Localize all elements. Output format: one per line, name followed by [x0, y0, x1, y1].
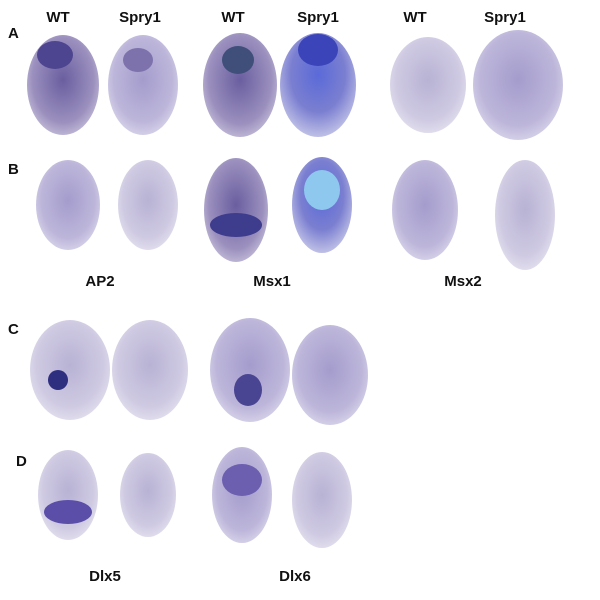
embryo-stain — [304, 170, 340, 210]
embryo — [392, 160, 458, 260]
column-label: Spry1 — [297, 9, 339, 26]
panel-label: D — [16, 453, 27, 470]
embryo — [36, 160, 100, 250]
panel-label: C — [8, 321, 19, 338]
embryo — [495, 160, 555, 270]
embryo-stain — [222, 464, 262, 496]
embryo — [112, 320, 188, 420]
embryo — [210, 318, 290, 422]
embryo-stain — [210, 213, 262, 237]
embryo-row-c — [30, 318, 368, 425]
embryo-stain — [123, 48, 153, 72]
panel-label: B — [8, 161, 19, 178]
gene-label: Msx1 — [253, 273, 291, 290]
embryo — [473, 30, 563, 140]
embryo-stain — [37, 41, 73, 69]
column-label: Spry1 — [119, 9, 161, 26]
column-label: Spry1 — [484, 9, 526, 26]
column-label: WT — [46, 9, 69, 26]
embryo-stain — [234, 374, 262, 406]
embryo-stain — [48, 370, 68, 390]
embryo-row-b — [36, 157, 555, 270]
embryo-stain — [44, 500, 92, 524]
gene-label: Dlx6 — [279, 568, 311, 585]
embryo — [390, 37, 466, 133]
embryo — [292, 325, 368, 425]
embryo — [280, 33, 356, 137]
embryo-row-a — [27, 30, 563, 140]
embryo-row-d — [38, 447, 352, 548]
embryo — [203, 33, 277, 137]
panel-label: A — [8, 25, 19, 42]
gene-label: Msx2 — [444, 273, 482, 290]
embryo — [204, 158, 268, 262]
embryo — [38, 450, 98, 540]
embryo — [118, 160, 178, 250]
embryo-stain — [222, 46, 254, 74]
embryo — [120, 453, 176, 537]
column-label: WT — [403, 9, 426, 26]
gene-label: AP2 — [85, 273, 114, 290]
embryo — [292, 452, 352, 548]
column-label: WT — [221, 9, 244, 26]
embryo — [30, 320, 110, 420]
gene-label: Dlx5 — [89, 568, 121, 585]
embryo-stain — [298, 34, 338, 66]
